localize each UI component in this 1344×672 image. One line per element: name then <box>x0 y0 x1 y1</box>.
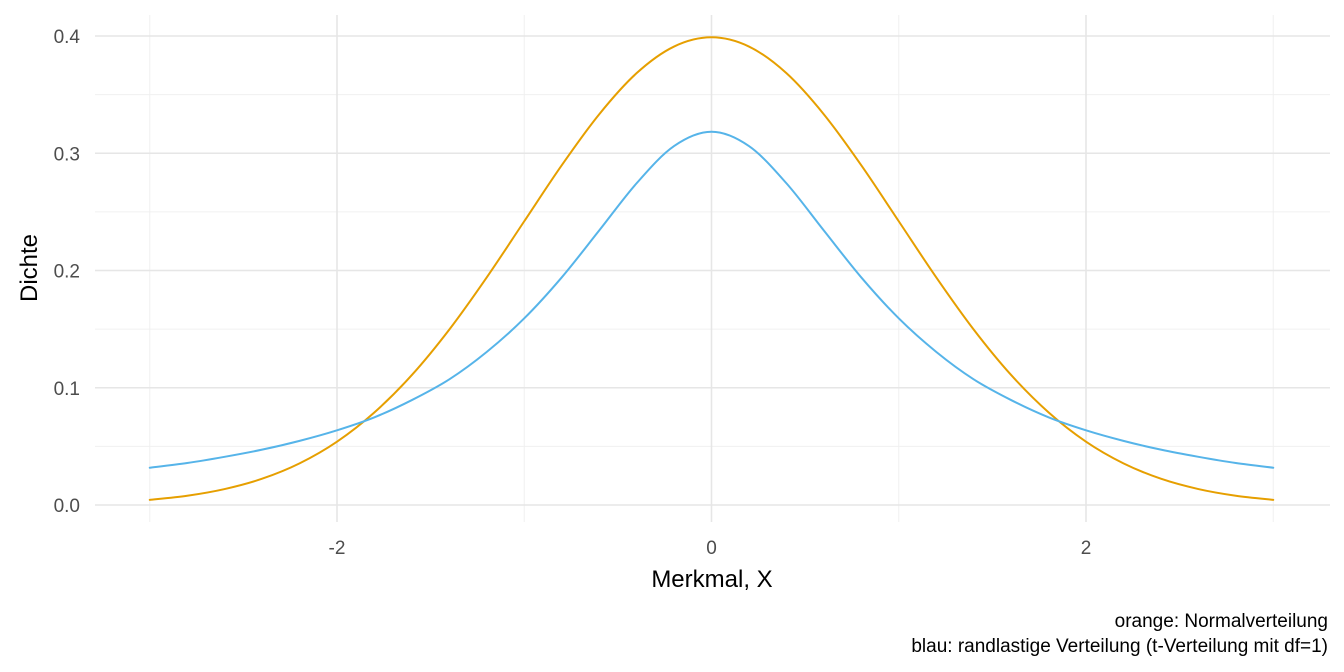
x-axis-title: Merkmal, X <box>651 566 772 593</box>
minor-gridlines <box>95 15 1330 522</box>
y-tick-label: 0.4 <box>54 27 81 48</box>
x-axis-tick-labels: -2 0 2 <box>329 538 1092 559</box>
x-tick-label: 0 <box>706 538 717 559</box>
caption-line-1: orange: Normalverteilung <box>1115 611 1328 632</box>
y-tick-label: 0.0 <box>54 496 80 517</box>
series-lines <box>148 36 1275 501</box>
y-tick-label: 0.1 <box>54 379 80 400</box>
y-tick-label: 0.3 <box>54 144 80 165</box>
y-axis-tick-labels: 0.0 0.1 0.2 0.3 0.4 <box>54 27 81 517</box>
major-gridlines <box>95 15 1330 522</box>
x-tick-label: 2 <box>1081 538 1092 559</box>
y-axis-title: Dichte <box>16 234 43 302</box>
t-distribution-line <box>148 130 1275 469</box>
y-tick-label: 0.2 <box>54 262 80 283</box>
x-tick-label: -2 <box>329 538 346 559</box>
normal-distribution-line <box>148 36 1275 501</box>
caption-line-2: blau: randlastige Verteilung (t-Verteilu… <box>911 636 1328 657</box>
